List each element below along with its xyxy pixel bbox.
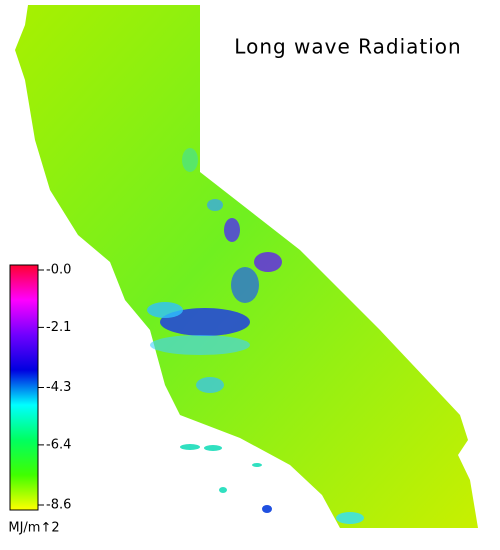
california-map: [15, 5, 478, 528]
colorbar-tick-label: -4.3: [46, 380, 71, 395]
colorbar: [9, 264, 39, 511]
colorbar-tick-label: -6.4: [46, 437, 71, 452]
colorbar-tick-label: -0.0: [46, 263, 71, 278]
colorbar-tick-label: -2.1: [46, 320, 71, 335]
mountain-shading: [147, 148, 364, 524]
colorbar-tick-label: -8.6: [46, 498, 71, 513]
colorbar-unit: MJ/m↑2: [8, 521, 59, 536]
map-title: Long wave Radiation: [234, 35, 461, 59]
islands: [180, 444, 272, 513]
state-outline: [15, 5, 478, 528]
